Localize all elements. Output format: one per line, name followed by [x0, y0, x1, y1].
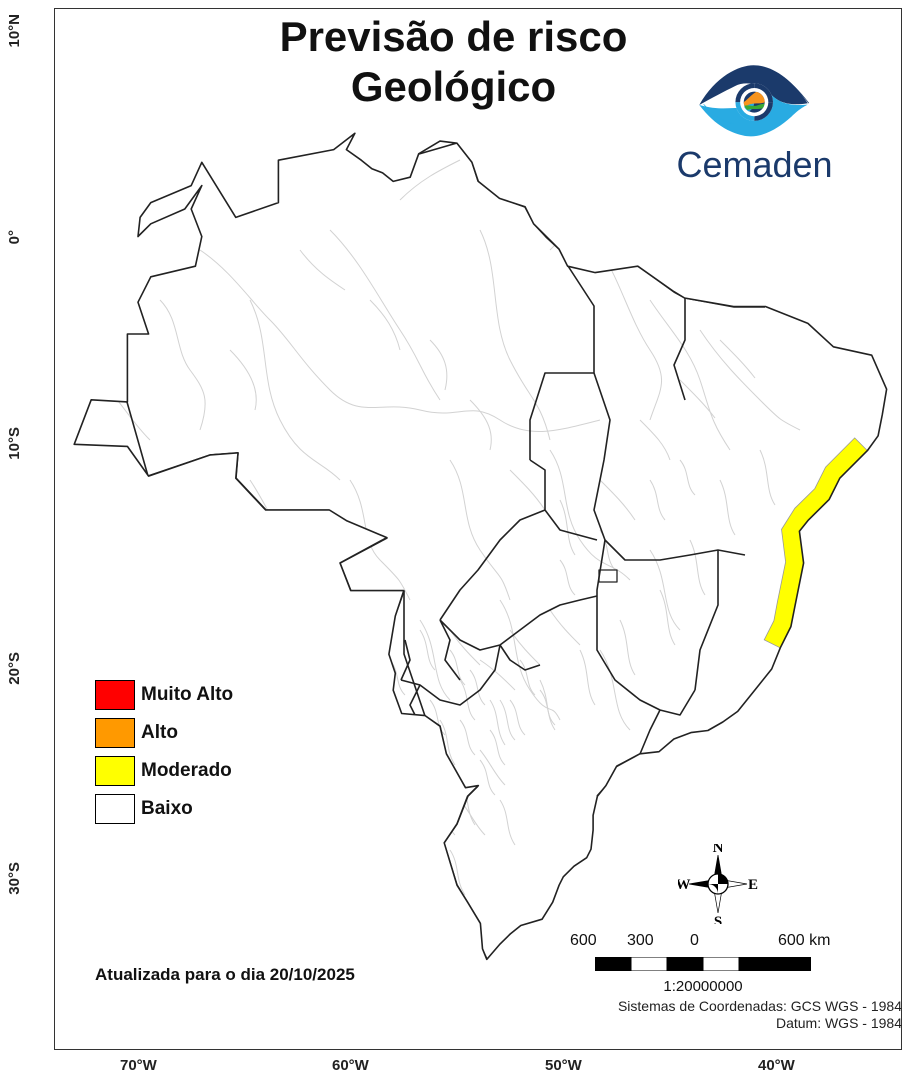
svg-text:E: E [748, 877, 758, 893]
svg-text:S: S [714, 914, 722, 924]
svg-text:W: W [678, 877, 691, 893]
svg-text:N: N [713, 844, 724, 856]
